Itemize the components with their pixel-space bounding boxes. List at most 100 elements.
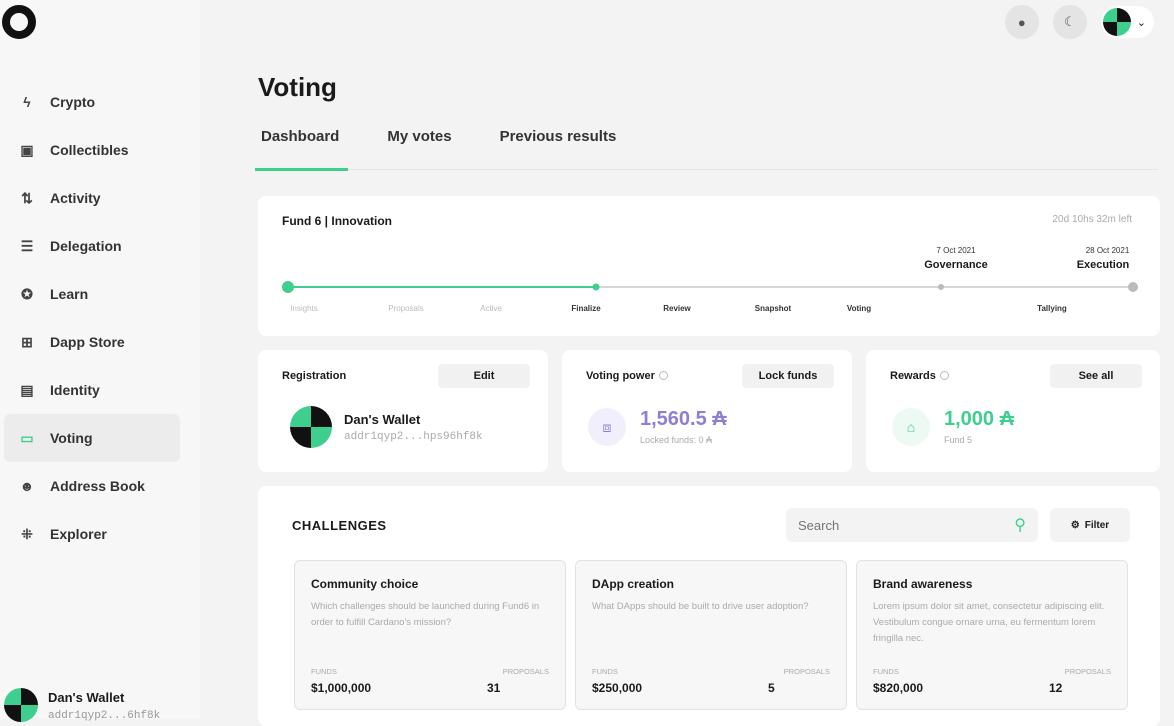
- proposals-label: PROPOSALS: [1064, 667, 1111, 676]
- notifications-button[interactable]: ●: [1004, 5, 1039, 39]
- users-icon: ☻: [19, 478, 35, 494]
- milestone-execution: 28 Oct 2021 Execution: [1077, 246, 1130, 271]
- sidebar-item-label: Collectibles: [50, 142, 129, 158]
- sidebar-item-address-book[interactable]: ☻ Address Book: [4, 462, 180, 510]
- sidebar-item-identity[interactable]: ▤ Identity: [4, 366, 180, 414]
- proposals-value: 5: [768, 681, 775, 695]
- sidebar-item-label: Dapp Store: [50, 334, 125, 350]
- sidebar-wallet[interactable]: Dan's Wallet addr1qyp2...6hf8k: [4, 688, 160, 723]
- tab-my-votes[interactable]: My votes: [387, 128, 452, 145]
- sidebar-item-label: Crypto: [50, 94, 96, 110]
- challenge-card[interactable]: DApp creation What DApps should be built…: [575, 560, 847, 710]
- image-icon: ▣: [20, 141, 34, 158]
- challenge-card[interactable]: Community choice Which challenges should…: [294, 560, 566, 710]
- avatar: [290, 406, 332, 448]
- milestone-governance: 7 Oct 2021 Governance: [924, 246, 988, 271]
- sidebar-item-crypto[interactable]: ϟ Crypto: [4, 78, 180, 126]
- theme-toggle-button[interactable]: ☾: [1052, 5, 1087, 39]
- milestone-label: Governance: [924, 259, 988, 271]
- proposals-label: PROPOSALS: [783, 667, 830, 676]
- wallet-address: addr1qyp2...hps96hf8k: [344, 431, 483, 443]
- search-box: ⚲: [786, 508, 1038, 542]
- phase-finalize: Finalize: [571, 304, 601, 313]
- wallet-name: Dan's Wallet: [48, 690, 125, 705]
- timeline-progress: [288, 286, 596, 288]
- sidebar-item-label: Identity: [50, 382, 100, 398]
- arrows-updown-icon: ⇅: [21, 189, 33, 206]
- timeline-governance-dot: [938, 284, 944, 290]
- challenges-title: CHALLENGES: [292, 518, 387, 533]
- phase-tallying: Tallying: [1037, 304, 1067, 313]
- info-icon[interactable]: [939, 371, 949, 380]
- timeline-end-dot: [1128, 282, 1138, 292]
- timeline-current-dot: [592, 283, 600, 291]
- challenges-section: CHALLENGES ⚲ ⚙ Filter Community choice Wh…: [258, 486, 1160, 726]
- challenge-title: Brand awareness: [873, 577, 973, 591]
- page-title: Voting: [258, 72, 337, 102]
- rewards-fund: Fund 5: [944, 435, 973, 445]
- filter-icon: ⚙: [1070, 519, 1080, 531]
- tabs: Dashboard My votes Previous results: [254, 128, 1158, 171]
- fund-title: Fund 6 | Innovation: [282, 214, 393, 228]
- info-icon[interactable]: [658, 371, 668, 380]
- sidebar: ϟ Crypto ▣ Collectibles ⇅ Activity ☰ Delegation…: [0, 0, 200, 722]
- tab-previous-results[interactable]: Previous results: [499, 128, 617, 145]
- rewards-label: Rewards: [890, 370, 936, 382]
- funds-label: FUNDS: [873, 667, 899, 676]
- rewards-card: Rewards See all ⌂ 1,000 ₳ Fund 5: [866, 350, 1160, 472]
- sidebar-item-explorer[interactable]: ⁜ Explorer: [4, 510, 180, 558]
- funds-label: FUNDS: [311, 667, 337, 676]
- sidebar-item-dapp-store[interactable]: ⊞ Dapp Store: [4, 318, 180, 366]
- challenge-title: Community choice: [311, 577, 419, 591]
- avatar: [1102, 8, 1131, 36]
- phase-proposals: Proposals: [388, 304, 424, 313]
- sidebar-item-activity[interactable]: ⇅ Activity: [4, 174, 180, 222]
- sidebar-item-collectibles[interactable]: ▣ Collectibles: [4, 126, 180, 174]
- phase-snapshot: Snapshot: [754, 304, 792, 313]
- see-all-button[interactable]: See all: [1050, 364, 1142, 388]
- timeline-track: [288, 286, 1133, 288]
- bell-icon: ●: [1017, 14, 1026, 30]
- filter-button[interactable]: ⚙ Filter: [1050, 508, 1130, 542]
- search-icon[interactable]: ⚲: [1014, 517, 1026, 534]
- phase-review: Review: [663, 304, 691, 313]
- phase-voting: Voting: [846, 304, 872, 313]
- tab-dashboard[interactable]: Dashboard: [254, 128, 349, 171]
- rewards-value: 1,000 ₳: [944, 408, 1015, 430]
- explore-icon: ⁜: [21, 525, 33, 542]
- filter-label: Filter: [1084, 519, 1110, 531]
- sidebar-item-voting[interactable]: ▭ Voting: [4, 414, 180, 462]
- chevron-down-icon: ⌄: [1136, 16, 1146, 29]
- sidebar-item-label: Learn: [50, 286, 89, 302]
- voting-power-title: Voting power: [586, 370, 668, 382]
- avatar: [4, 688, 38, 722]
- sidebar-item-learn[interactable]: ✪ Learn: [4, 270, 180, 318]
- grid-icon: ⊞: [21, 333, 33, 350]
- voting-power-card: Voting power Lock funds ⧈ 1,560.5 ₳ Lock…: [562, 350, 852, 472]
- id-card-icon: ▤: [20, 381, 34, 398]
- challenge-description: Which challenges should be launched duri…: [311, 601, 540, 628]
- ballot-icon: ▭: [20, 429, 34, 446]
- rewards-title: Rewards: [890, 370, 949, 382]
- sidebar-item-delegation[interactable]: ☰ Delegation: [4, 222, 180, 270]
- voting-power-value: 1,560.5 ₳: [640, 408, 727, 430]
- edit-button[interactable]: Edit: [438, 364, 530, 388]
- user-menu-button[interactable]: ⌄: [1100, 6, 1154, 38]
- search-input[interactable]: [798, 517, 978, 533]
- milestone-date: 28 Oct 2021: [1085, 246, 1130, 255]
- locked-funds: Locked funds: 0 ₳: [640, 435, 713, 445]
- sidebar-item-label: Address Book: [50, 478, 145, 494]
- app-logo[interactable]: [2, 5, 36, 39]
- bolt-icon: ϟ: [23, 94, 31, 110]
- funds-value: $1,000,000: [311, 681, 372, 695]
- funds-value: $820,000: [873, 681, 924, 695]
- phase-active: Active: [480, 304, 502, 313]
- wallet-name: Dan's Wallet: [344, 412, 421, 427]
- funds-label: FUNDS: [592, 667, 618, 676]
- challenge-card[interactable]: Brand awareness Lorem ipsum dolor sit am…: [856, 560, 1128, 710]
- lock-funds-button[interactable]: Lock funds: [742, 364, 834, 388]
- proposals-value: 31: [487, 681, 501, 695]
- challenge-description: Lorem ipsum dolor sit amet, consectetur …: [873, 601, 1105, 644]
- gift-icon: ⌂: [892, 408, 930, 446]
- ticket-icon: ⧈: [588, 408, 626, 446]
